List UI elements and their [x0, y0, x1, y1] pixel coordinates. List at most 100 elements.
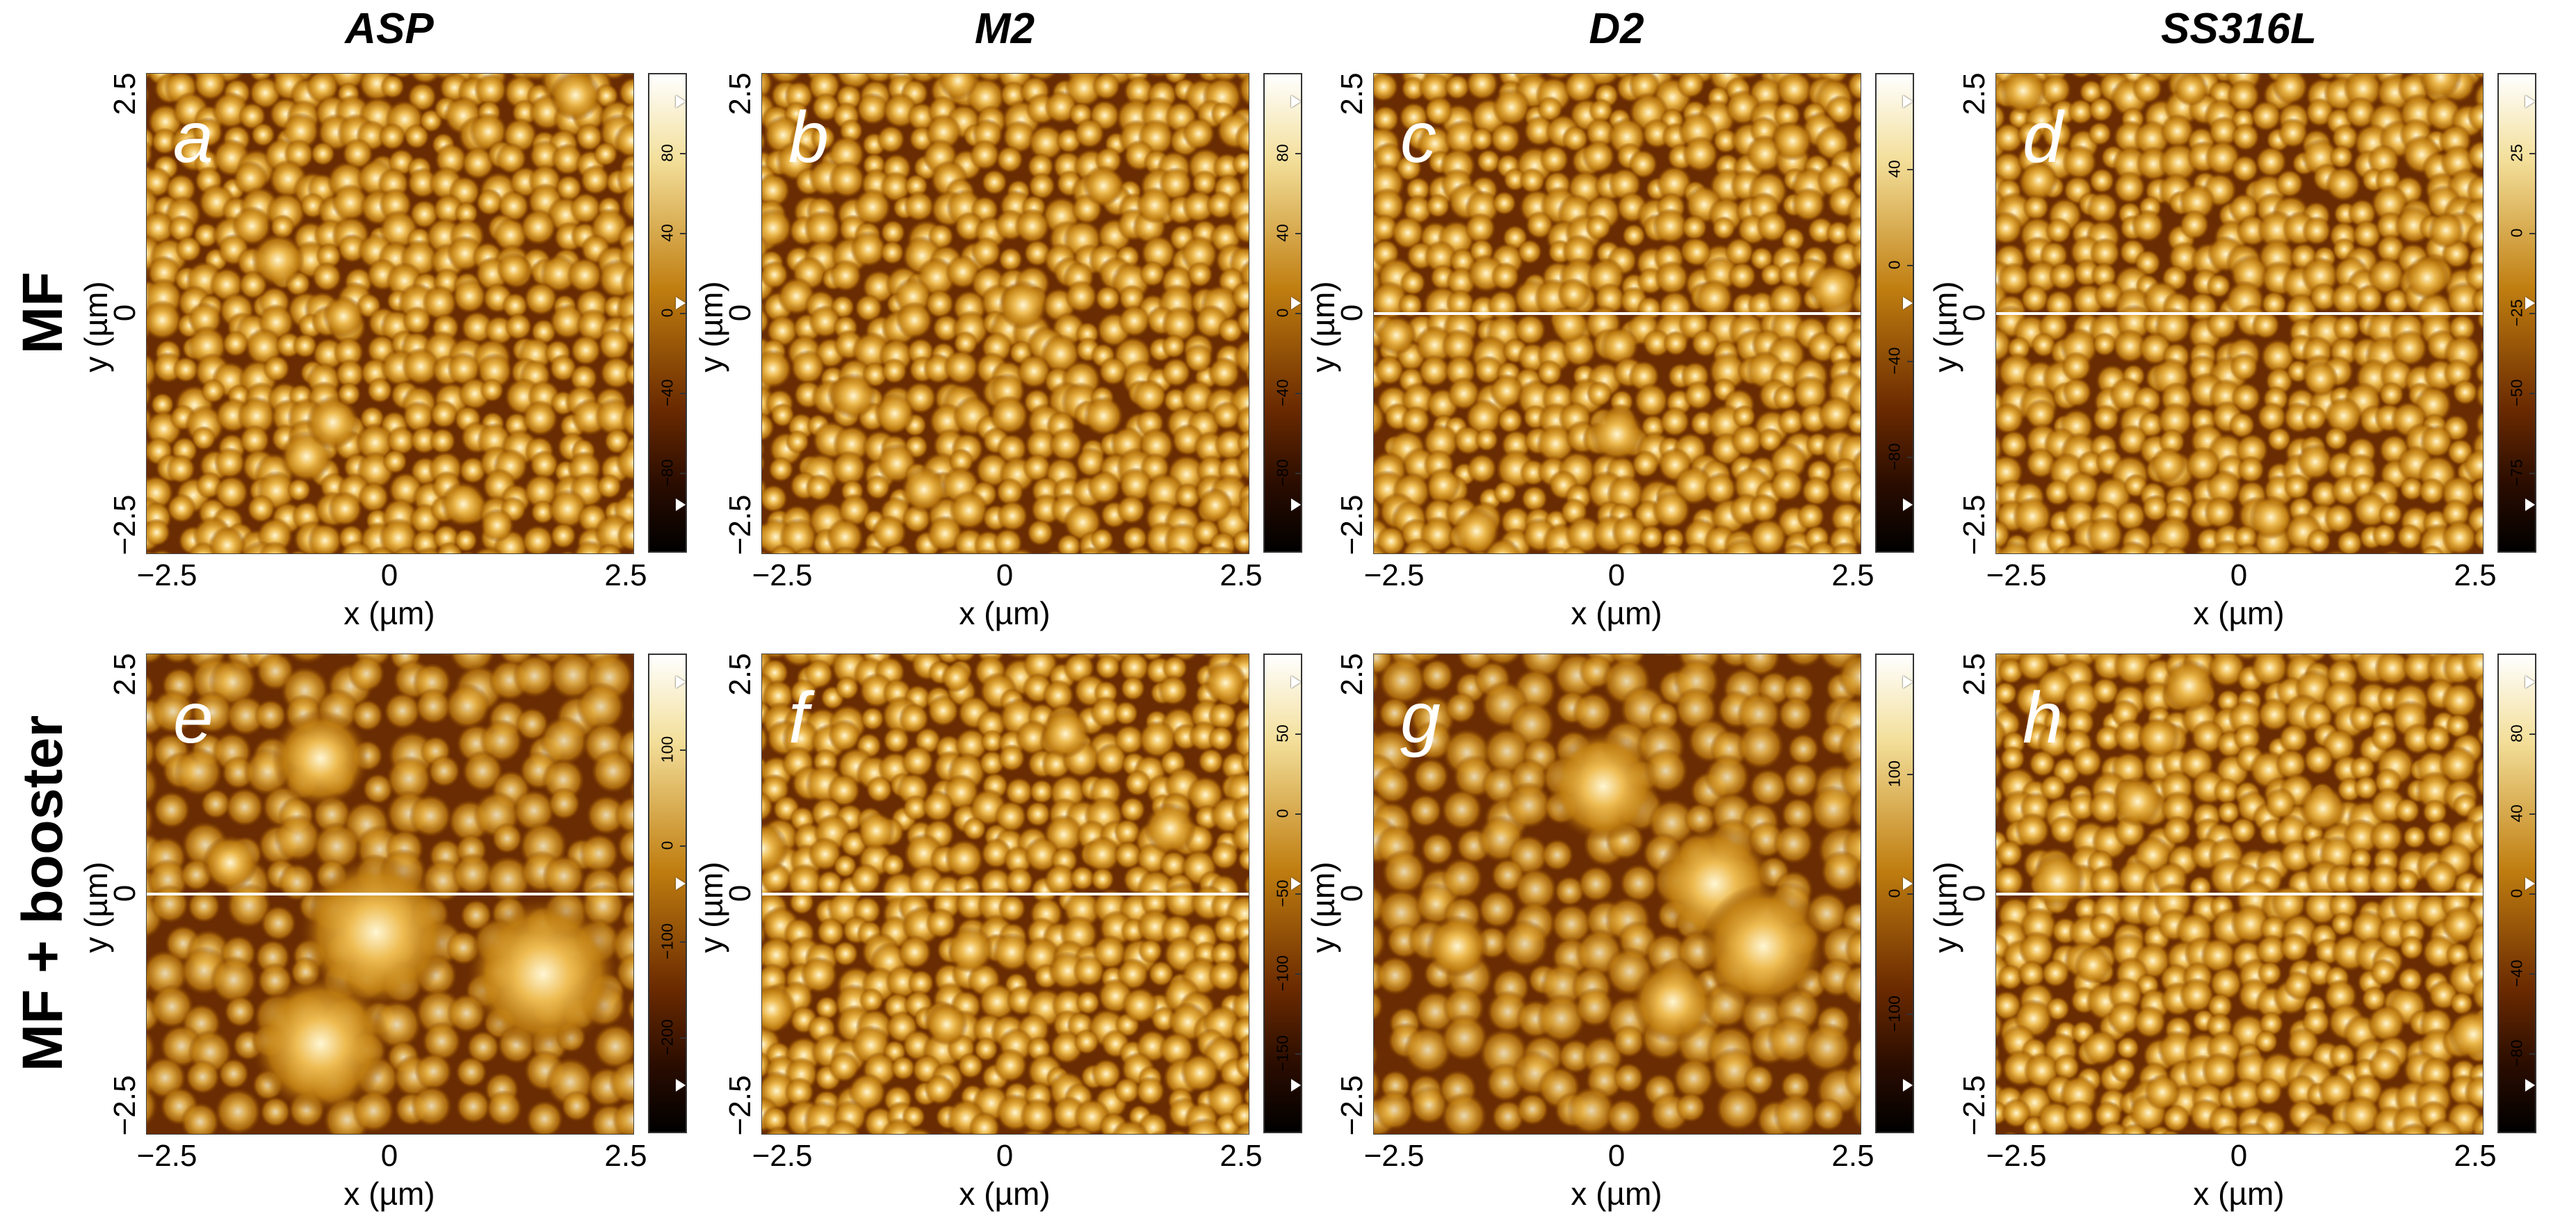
afm-topography-a: [147, 74, 633, 553]
x-tick-label: 2.5: [1220, 558, 1263, 592]
colorbar-tick-label: −50: [1273, 879, 1292, 907]
y-tick-label: −2.5: [1957, 1075, 1991, 1136]
colorbar-tick-label: −25: [2507, 299, 2526, 327]
colorbar-tick-mark: [1295, 893, 1301, 895]
colorbar-marker: [1903, 877, 1913, 891]
afm-grains: [1374, 74, 1861, 553]
y-tick-label: −2.5: [1335, 1075, 1369, 1136]
y-axis-label: y (µm): [1305, 281, 1341, 373]
colorbar-tick-label: 80: [1273, 144, 1292, 162]
x-tick-label: 0: [996, 1139, 1014, 1173]
y-tick-label: 2.5: [1335, 72, 1369, 115]
colorbar-tick-label: 0: [658, 308, 677, 318]
colorbar-tick-mark: [1907, 265, 1913, 266]
afm-image-g: g: [1373, 654, 1861, 1135]
x-tick-label: 0: [1607, 558, 1626, 592]
colorbar-marker: [1291, 877, 1301, 891]
colorbar-tick-mark: [1907, 893, 1913, 895]
scan-line: [1374, 312, 1861, 315]
colorbar-tick-mark: [1907, 457, 1913, 458]
y-axis-label: y (µm): [78, 281, 114, 373]
y-tick-label: −2.5: [1335, 494, 1369, 555]
colorbar-tick-mark: [1295, 393, 1301, 394]
colorbar-marker: [2525, 297, 2535, 310]
colorbar-tick-mark: [1295, 813, 1301, 815]
colorbar-marker: [1903, 95, 1913, 108]
colorbar-tick-label: −80: [1273, 459, 1292, 487]
afm-grains: [1374, 654, 1861, 1134]
colorbar-marker: [676, 1079, 686, 1092]
colorbar-g: [1875, 654, 1914, 1133]
colorbar-tick-label: −150: [1273, 1035, 1292, 1071]
panel-letter: a: [173, 97, 213, 178]
colorbar-tick-label: 25: [2507, 144, 2526, 162]
y-tick-label: −2.5: [108, 494, 142, 555]
y-axis-label: y (µm): [693, 861, 729, 953]
colorbar-tick-label: −80: [2507, 1039, 2526, 1067]
column-title-ss316l: SS316L: [2160, 5, 2317, 53]
colorbar-tick-mark: [1295, 973, 1301, 975]
panel-letter: b: [788, 97, 829, 178]
colorbar-tick-mark: [2529, 973, 2535, 975]
x-tick-label: −2.5: [136, 1139, 197, 1173]
x-tick-label: 2.5: [2454, 558, 2497, 592]
afm-topography-b: [762, 74, 1249, 553]
colorbar-tick-mark: [1907, 773, 1913, 775]
afm-grains: [1996, 654, 2483, 1134]
afm-image-b: b: [761, 73, 1249, 554]
afm-image-e: e: [146, 654, 634, 1135]
colorbar-tick-mark: [2529, 473, 2535, 474]
colorbar-tick-mark: [680, 941, 686, 943]
colorbar-marker: [2525, 877, 2535, 891]
panel-letter: g: [1400, 678, 1441, 758]
colorbar-tick-mark: [2529, 393, 2535, 394]
colorbar-tick-label: 50: [1273, 724, 1292, 743]
x-tick-label: 2.5: [1831, 1139, 1874, 1173]
colorbar-tick-label: −100: [1273, 955, 1292, 991]
colorbar-marker: [676, 95, 686, 108]
colorbar-c: [1875, 73, 1914, 553]
afm-image-a: a: [146, 73, 634, 554]
afm-grains: [762, 654, 1249, 1134]
colorbar-tick-label: 40: [1885, 160, 1904, 178]
colorbar-tick-label: 100: [658, 736, 677, 763]
colorbar-tick-mark: [2529, 153, 2535, 154]
afm-image-d: d: [1995, 73, 2484, 554]
afm-grains: [147, 74, 633, 553]
panel-letter: h: [2023, 678, 2063, 758]
x-tick-label: −2.5: [1363, 558, 1425, 592]
afm-grains: [762, 74, 1249, 553]
colorbar-marker: [1903, 1079, 1913, 1092]
colorbar-tick-label: −100: [1885, 995, 1904, 1032]
y-axis-label: y (µm): [1305, 861, 1341, 953]
panel-letter: f: [788, 678, 809, 758]
colorbar-tick-mark: [680, 845, 686, 847]
y-axis-label: y (µm): [693, 281, 729, 373]
colorbar-tick-mark: [680, 313, 686, 314]
colorbar-marker: [676, 297, 686, 310]
afm-topography-d: [1996, 74, 2483, 553]
colorbar-tick-mark: [2529, 233, 2535, 234]
colorbar-tick-label: −75: [2507, 459, 2526, 487]
colorbar-tick-label: 40: [1273, 224, 1292, 242]
colorbar-marker: [2525, 95, 2535, 108]
x-tick-label: −2.5: [752, 1139, 813, 1173]
y-axis-label: y (µm): [1927, 281, 1963, 373]
colorbar-tick-label: 100: [1885, 760, 1904, 787]
colorbar-tick-mark: [680, 393, 686, 394]
panel-letter: d: [2023, 97, 2063, 178]
x-axis-label: x (µm): [2193, 1176, 2285, 1212]
colorbar-tick-label: 0: [1273, 809, 1292, 818]
colorbar-tick-label: 40: [658, 224, 677, 242]
panel-letter: c: [1400, 97, 1436, 178]
colorbar-tick-label: 0: [2507, 228, 2526, 238]
colorbar-tick-label: 0: [1885, 889, 1904, 898]
y-tick-label: 2.5: [1957, 653, 1991, 696]
afm-image-c: c: [1373, 73, 1861, 554]
colorbar-tick-label: 0: [1885, 260, 1904, 270]
colorbar-tick-label: −200: [658, 1019, 677, 1055]
colorbar-tick-mark: [1295, 233, 1301, 234]
x-tick-label: 2.5: [1831, 558, 1874, 592]
y-tick-label: −2.5: [723, 1075, 757, 1136]
colorbar-tick-mark: [680, 233, 686, 234]
